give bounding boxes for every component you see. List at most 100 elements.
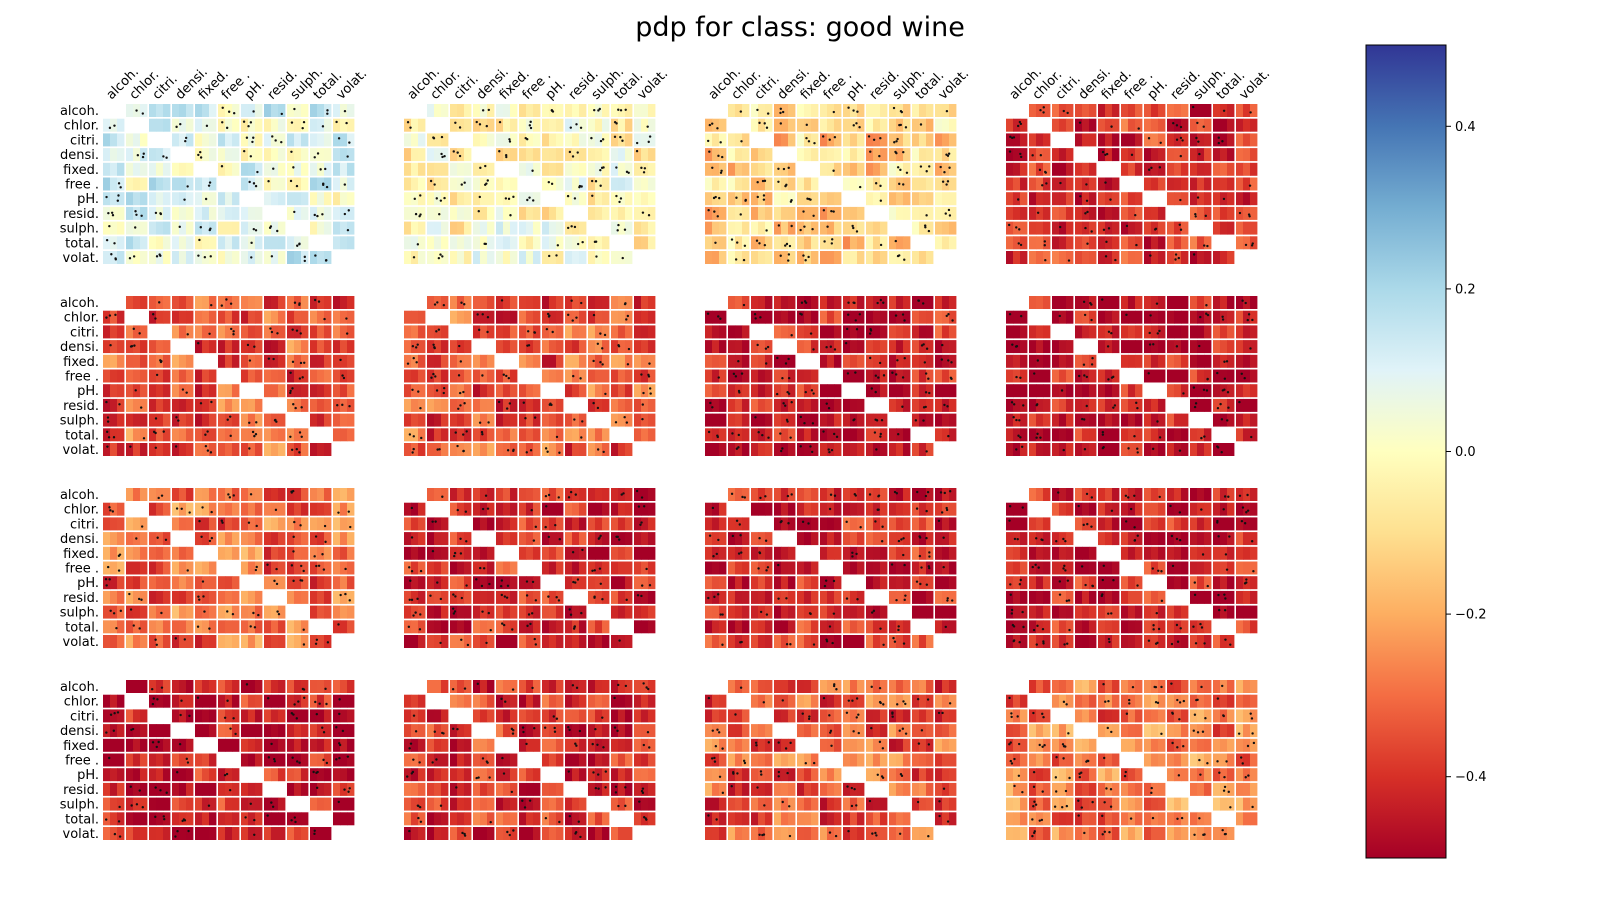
pdp-cell: [579, 546, 587, 560]
pdp-cell: [866, 517, 874, 531]
pdp-cell: [1204, 398, 1212, 412]
sample-dot: [1085, 404, 1088, 408]
pdp-cell: [774, 590, 782, 604]
pdp-cell: [457, 148, 465, 162]
pdp-cell: [565, 384, 573, 398]
pdp-cell: [333, 369, 341, 383]
sample-dot: [532, 199, 535, 202]
pdp-cell: [618, 443, 626, 456]
pdp-cell: [195, 532, 203, 546]
pdp-cell: [1174, 162, 1182, 176]
pdp-cell: [912, 354, 920, 368]
sample-dot: [1107, 330, 1111, 333]
pdp-cell: [1013, 236, 1021, 250]
sample-dot: [417, 390, 420, 393]
pdp-cell: [301, 104, 309, 117]
pdp-cell: [480, 620, 488, 634]
pdp-cell: [195, 325, 203, 339]
pdp-cell: [820, 325, 828, 339]
pdp-cell: [149, 310, 157, 324]
pdp-cell: [533, 296, 541, 309]
pdp-cell: [735, 162, 743, 176]
pdp-cell: [418, 413, 426, 427]
pdp-cell: [333, 620, 341, 634]
pdp-cell: [572, 443, 580, 456]
pdp-cell: [232, 546, 240, 560]
pdp-cell: [209, 620, 217, 634]
sample-dot: [894, 373, 898, 376]
pdp-cell: [1006, 162, 1014, 176]
pdp-cell: [751, 310, 759, 324]
pdp-cell: [287, 443, 295, 456]
sample-dot: [879, 184, 882, 188]
pdp-cell: [133, 635, 141, 648]
pdp-cell: [464, 177, 472, 191]
pdp-cell: [634, 517, 642, 531]
pdp-cell: [503, 413, 511, 427]
pdp-cell: [1066, 148, 1074, 162]
pdp-cell: [1250, 148, 1258, 162]
row-label: free .: [65, 370, 99, 385]
sample-dot: [432, 136, 435, 139]
pdp-cell: [163, 104, 171, 117]
pdp-cell: [404, 590, 412, 604]
pdp-cell: [903, 546, 911, 560]
sample-dot: [641, 211, 645, 214]
pdp-cell: [602, 620, 610, 634]
pdp-cell: [556, 517, 564, 531]
pdp-cell: [434, 620, 442, 634]
pdp-cell: [949, 162, 957, 176]
pdp-cell: [1036, 251, 1044, 264]
pdp-cell: [278, 443, 286, 456]
pdp-cell: [797, 561, 805, 575]
pdp-cell: [317, 517, 325, 531]
pdp-cell: [804, 532, 812, 546]
sample-dot: [591, 194, 594, 197]
pdp-cell: [1066, 413, 1074, 427]
pdp-cell: [1213, 413, 1221, 427]
pdp-cell: [317, 221, 325, 235]
sample-dot: [1251, 242, 1254, 245]
pdp-cell: [487, 576, 495, 590]
pdp-cell: [797, 148, 805, 162]
pdp-cell: [1029, 104, 1037, 117]
pdp-cell: [232, 192, 240, 206]
pdp-cell: [324, 340, 332, 354]
pdp-cell: [149, 428, 157, 442]
pdp-cell: [820, 251, 828, 264]
pdp-cell: [811, 590, 819, 604]
pdp-cell: [857, 133, 865, 147]
sample-dot: [756, 108, 759, 112]
pdp-cell: [926, 251, 934, 264]
pdp-cell: [742, 133, 750, 147]
pdp-cell: [611, 546, 619, 560]
pdp-cell: [949, 206, 957, 220]
pdp-cell: [241, 221, 249, 235]
pdp-cell: [556, 561, 564, 575]
pdp-cell: [774, 192, 782, 206]
pdp-cell: [625, 133, 633, 147]
sample-dot: [411, 388, 414, 391]
sample-dot: [431, 549, 435, 553]
pdp-cell: [232, 488, 240, 501]
sample-dot: [893, 490, 897, 494]
pdp-cell: [209, 236, 217, 250]
pdp-cell: [140, 398, 148, 412]
pdp-cell: [641, 590, 649, 604]
pdp-cell: [126, 192, 134, 206]
pdp-cell: [427, 192, 435, 206]
pdp-cell: [140, 605, 148, 619]
pdp-cell: [255, 251, 263, 264]
pdp-cell: [572, 517, 580, 531]
pdp-cell: [1167, 443, 1175, 456]
pdp-cell: [866, 561, 874, 575]
pdp-cell: [241, 561, 249, 575]
pdp-cell: [896, 325, 904, 339]
pdp-cell: [526, 296, 534, 309]
row-label: alcoh.: [60, 488, 99, 503]
sample-dot: [504, 197, 508, 200]
pdp-cell: [751, 576, 759, 590]
sample-dot: [300, 579, 304, 582]
pdp-cell: [565, 162, 573, 176]
sample-dot: [829, 345, 833, 348]
